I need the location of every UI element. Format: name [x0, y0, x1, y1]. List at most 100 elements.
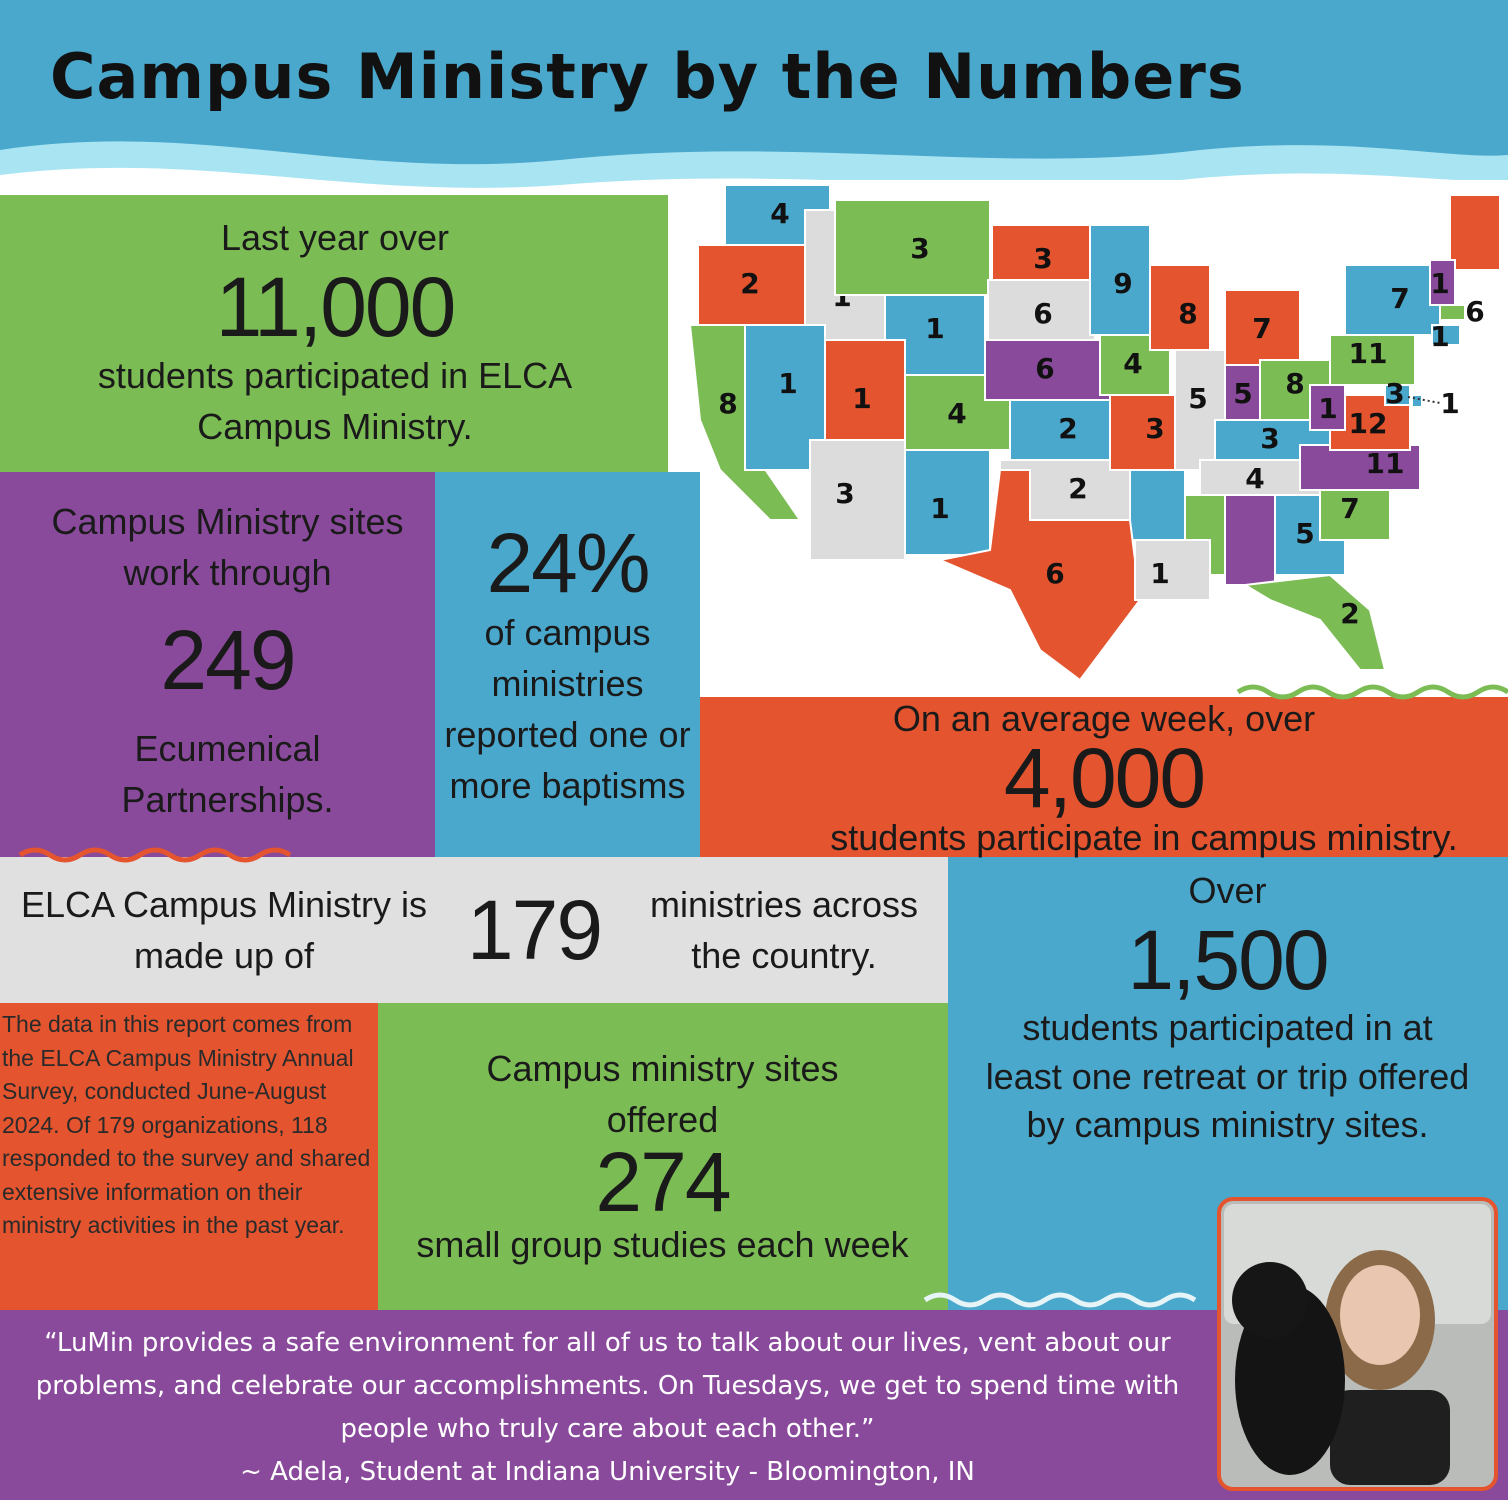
state-count: 1 [1430, 267, 1449, 300]
state [1449, 194, 1501, 271]
state-count: 12 [1349, 407, 1388, 440]
state [1329, 334, 1416, 386]
gray-panel [0, 857, 948, 1003]
text: small group studies each week [416, 1224, 909, 1266]
state-count: 4 [1123, 347, 1142, 380]
quote-attribution: ~ Adela, Student at Indiana University -… [240, 1457, 975, 1487]
purple-panel [0, 472, 435, 857]
source-panel [0, 1003, 378, 1310]
state-count: 8 [718, 387, 737, 420]
text: Ecumenical Partnerships. [121, 727, 334, 820]
big-number: 274 [595, 1134, 731, 1229]
state-count: 6 [1035, 352, 1054, 385]
state [1411, 394, 1423, 408]
title: Campus Ministry by the Numbers [50, 40, 1245, 113]
blue-panel [435, 472, 700, 857]
intro: Campus ministry sites offered [486, 1048, 839, 1140]
state [1309, 384, 1346, 431]
state [1431, 324, 1461, 346]
photo [1217, 1197, 1498, 1491]
state-count: 1 [1318, 392, 1337, 425]
state [1134, 539, 1211, 601]
state [1224, 494, 1276, 586]
intro: Campus Ministry sites work through [51, 501, 404, 594]
state-count: 6 [1033, 297, 1052, 330]
state-count: 1 [1150, 557, 1169, 590]
state-count: 2 [1340, 597, 1359, 630]
retreats-block: Over 1,500 students participated in at l… [980, 865, 1475, 1150]
state-count: 7 [1390, 282, 1409, 315]
intro: On an average week, over [892, 698, 1316, 740]
green-panel-bottom [378, 1003, 948, 1310]
big-number: 4,000 [1003, 730, 1206, 825]
state [1089, 224, 1151, 336]
state-count: 8 [1285, 367, 1304, 400]
state-count: 6 [1465, 295, 1484, 328]
state-count: 3 [1260, 422, 1279, 455]
squiggle [923, 1292, 1197, 1308]
intro: ELCA Campus Ministry is made up of [20, 883, 428, 976]
orange-panel [700, 697, 1508, 857]
state-count: 1 [778, 367, 797, 400]
state-count: 7 [1340, 492, 1359, 525]
state-count: 2 [1068, 472, 1087, 505]
text: students participate in campus ministry. [830, 817, 1458, 859]
big-number: 1,500 [1127, 913, 1329, 1008]
state [1439, 304, 1466, 321]
quote-text: “LuMin provides a safe environment for a… [35, 1328, 1180, 1444]
state-count: 3 [1145, 412, 1164, 445]
state-count: 1 [1440, 387, 1459, 420]
big-number: 11,000 [215, 260, 457, 355]
state-count: 3 [835, 477, 854, 510]
state-count: 5 [1233, 377, 1252, 410]
state-count: 5 [1188, 382, 1207, 415]
state [824, 339, 906, 441]
weekly-block: On an average week, over 4,000 students … [700, 698, 1508, 859]
state-count: 8 [1178, 297, 1197, 330]
big-number: 24% [486, 515, 650, 610]
big-number: 179 [466, 882, 603, 977]
leader-line [1407, 396, 1441, 404]
state-count: 11 [1366, 447, 1405, 480]
state-count: 7 [1252, 312, 1271, 345]
state [834, 199, 991, 296]
state-count: 6 [1045, 557, 1064, 590]
state-count: 1 [852, 382, 871, 415]
state-count: 11 [1349, 337, 1388, 370]
state-count: 3 [910, 232, 929, 265]
ministries-block: ELCA Campus Ministry is made up of 179 m… [0, 860, 948, 1000]
state-count: 2 [1058, 412, 1077, 445]
state-count: 3 [1033, 242, 1052, 275]
state-count: 4 [1245, 462, 1264, 495]
state [904, 449, 991, 556]
state [1384, 384, 1411, 406]
state-count: 9 [1113, 267, 1132, 300]
text: ministries across the country. [649, 883, 919, 976]
state-count: 5 [1295, 517, 1314, 550]
state [1319, 489, 1391, 541]
text: students participated in at least one re… [985, 1007, 1470, 1146]
big-number: 249 [160, 613, 296, 708]
state [1149, 264, 1211, 351]
intro: Last year over [220, 217, 450, 258]
small-groups-block: Campus ministry sites offered 274 small … [400, 1015, 925, 1300]
state-count: 1 [930, 492, 949, 525]
state-count: 1 [925, 312, 944, 345]
state [697, 244, 806, 331]
squiggle [18, 847, 292, 863]
state [1299, 444, 1421, 491]
intro: Over [1188, 870, 1267, 911]
source-note: The data in this report comes from the E… [2, 1011, 371, 1238]
baptisms-block: 24% of campus ministries reported one or… [440, 490, 695, 840]
quote: “LuMin provides a safe environment for a… [0, 1322, 1215, 1494]
partnerships-block: Campus Ministry sites work through 249 E… [20, 488, 435, 833]
state-count: 4 [770, 197, 789, 230]
state [1129, 469, 1186, 541]
state-count: 2 [740, 267, 759, 300]
state-count: 4 [947, 397, 966, 430]
state-count: 1 [1430, 320, 1449, 353]
green-panel [0, 195, 668, 472]
